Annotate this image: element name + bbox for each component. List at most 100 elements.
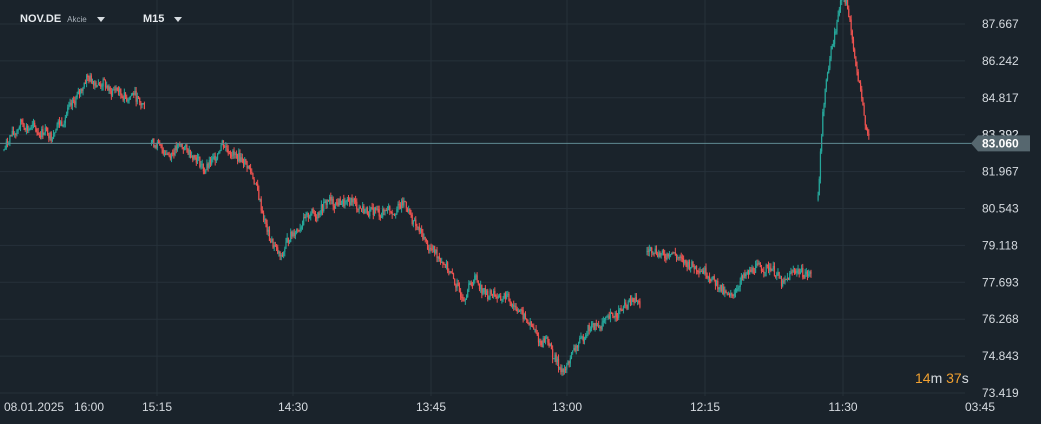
candle xyxy=(60,120,62,127)
candle xyxy=(743,272,745,282)
candle xyxy=(372,203,374,220)
candle xyxy=(257,179,259,192)
candle xyxy=(719,284,721,293)
candle xyxy=(271,236,273,243)
candle xyxy=(135,87,137,107)
candle xyxy=(137,96,140,100)
candle xyxy=(12,126,15,136)
candle xyxy=(109,85,111,94)
candle xyxy=(439,257,442,265)
candle xyxy=(265,218,267,228)
time-axis[interactable]: 08.01.2025 16:00 15:15 14:30 13:45 13:00 12:15… xyxy=(4,400,995,414)
timeframe-selector[interactable]: M15 xyxy=(143,10,183,28)
candle xyxy=(141,102,143,109)
candle xyxy=(706,272,708,280)
candle xyxy=(182,146,184,154)
candle xyxy=(379,214,381,221)
candle xyxy=(61,117,63,127)
candle xyxy=(50,131,52,144)
candle xyxy=(432,245,435,253)
candle xyxy=(43,132,45,136)
candle xyxy=(268,226,271,242)
candle xyxy=(530,321,532,327)
candle xyxy=(583,336,586,345)
candle xyxy=(316,214,318,223)
candle xyxy=(370,207,372,212)
candle xyxy=(469,281,471,285)
x-tick-label: 03:45 xyxy=(965,400,995,414)
candle xyxy=(192,154,194,163)
candle-countdown: 14m 37s xyxy=(915,370,969,386)
candle xyxy=(286,233,288,244)
candle xyxy=(385,207,387,212)
y-tick-label: 77.693 xyxy=(982,275,1019,289)
candle xyxy=(844,0,846,6)
symbol-selector[interactable]: NOV.DE Akcie xyxy=(20,10,105,28)
candle xyxy=(675,253,678,262)
candle xyxy=(87,73,89,82)
y-tick-label: 76.268 xyxy=(982,312,1019,326)
candle xyxy=(809,270,811,277)
candle xyxy=(306,211,308,218)
candle xyxy=(150,139,153,146)
candle xyxy=(155,143,157,150)
candle xyxy=(710,278,712,284)
candle xyxy=(111,88,114,97)
candle xyxy=(825,78,827,93)
candle xyxy=(411,212,413,226)
candle xyxy=(386,206,389,214)
candle xyxy=(779,275,781,279)
candle xyxy=(786,272,789,282)
candle xyxy=(88,75,90,84)
candle xyxy=(457,279,459,287)
candle xyxy=(359,205,361,209)
candle xyxy=(194,154,196,160)
candle xyxy=(199,156,201,169)
candle xyxy=(514,303,516,311)
candle xyxy=(594,322,596,332)
candle xyxy=(601,318,603,331)
candle xyxy=(123,88,125,104)
candle xyxy=(242,158,245,169)
candle xyxy=(716,279,718,287)
candle xyxy=(57,119,59,128)
candle xyxy=(859,80,862,92)
candle xyxy=(375,206,377,214)
candle xyxy=(687,259,689,270)
candle xyxy=(713,274,715,282)
candle xyxy=(828,65,830,74)
candle xyxy=(297,228,299,233)
candle xyxy=(403,197,405,208)
candle xyxy=(792,265,794,273)
candle xyxy=(679,254,681,261)
candle xyxy=(478,283,481,292)
countdown-minutes: 14 xyxy=(915,370,931,386)
candle xyxy=(94,80,96,90)
price-axis[interactable]: 87.66786.24284.81783.39281.96780.54379.1… xyxy=(971,17,1030,400)
candle xyxy=(180,143,182,148)
candle xyxy=(520,308,522,314)
candle xyxy=(653,252,655,257)
candle xyxy=(415,216,417,231)
candle xyxy=(659,251,661,258)
candle xyxy=(143,101,146,110)
candle xyxy=(34,120,36,128)
candle xyxy=(539,338,541,347)
candle xyxy=(107,84,109,92)
candle xyxy=(736,285,738,293)
candle xyxy=(343,194,345,208)
candle xyxy=(70,99,72,110)
candle xyxy=(272,238,274,249)
candle xyxy=(357,208,359,213)
candle xyxy=(362,202,364,214)
candle xyxy=(233,147,235,159)
candle xyxy=(695,265,698,275)
candle xyxy=(633,297,635,306)
candle xyxy=(646,247,648,256)
candle xyxy=(291,230,293,240)
candle xyxy=(714,279,717,290)
candle xyxy=(115,85,117,93)
candle xyxy=(595,319,597,330)
y-tick-label: 87.667 xyxy=(982,17,1019,31)
